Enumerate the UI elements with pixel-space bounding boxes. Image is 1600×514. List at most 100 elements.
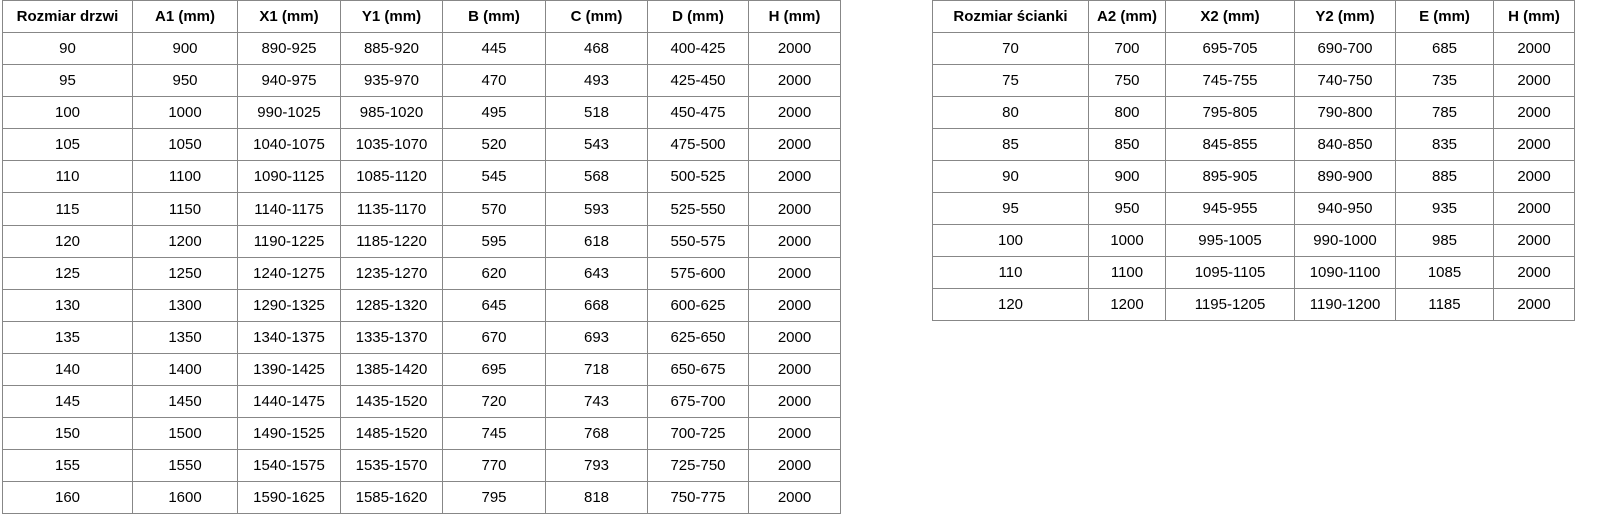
door-cell: 795 bbox=[442, 481, 546, 514]
door-cell: 130 bbox=[2, 288, 133, 322]
door-cell: 1540-1575 bbox=[237, 449, 341, 483]
door-cell: 1290-1325 bbox=[237, 288, 341, 322]
door-cell: 135 bbox=[2, 320, 133, 354]
wall-cell: 840-850 bbox=[1294, 128, 1396, 161]
door-cell: 475-500 bbox=[647, 128, 749, 162]
door-cell: 985-1020 bbox=[340, 96, 443, 130]
wall-cell: 940-950 bbox=[1294, 192, 1396, 225]
wall-cell: 945-955 bbox=[1165, 192, 1295, 225]
wall-cell: 1095-1105 bbox=[1165, 256, 1295, 289]
door-cell: 550-575 bbox=[647, 224, 749, 258]
door-cell: 2000 bbox=[748, 256, 841, 290]
door-cell: 495 bbox=[442, 96, 546, 130]
door-cell: 1600 bbox=[132, 481, 238, 514]
door-cell: 1285-1320 bbox=[340, 288, 443, 322]
door-cell: 693 bbox=[545, 320, 648, 354]
door-cell: 750-775 bbox=[647, 481, 749, 514]
door-cell: 935-970 bbox=[340, 64, 443, 98]
door-cell: 120 bbox=[2, 224, 133, 258]
door-table-head: Rozmiar drzwi A1 (mm) X1 (mm) Y1 (mm) B (mm)… bbox=[2, 0, 841, 33]
door-cell: 745 bbox=[442, 417, 546, 451]
wall-cell: 800 bbox=[1088, 96, 1166, 129]
door-cell: 1385-1420 bbox=[340, 352, 443, 387]
wall-cell: 80 bbox=[932, 96, 1089, 129]
door-cell: 1135-1170 bbox=[340, 192, 443, 226]
door-table-header-row: Rozmiar drzwi A1 (mm) X1 (mm) Y1 (mm) B (mm)… bbox=[2, 0, 841, 33]
wall-cell: 1085 bbox=[1395, 256, 1494, 289]
door-cell: 150 bbox=[2, 417, 133, 451]
wall-column-header-0: Rozmiar ścianki bbox=[932, 0, 1089, 33]
wall-cell: 745-755 bbox=[1165, 64, 1295, 97]
door-cell: 2000 bbox=[748, 64, 841, 98]
door-cell: 470 bbox=[442, 64, 546, 98]
door-cell: 2000 bbox=[748, 160, 841, 194]
door-cell: 1050 bbox=[132, 128, 238, 162]
door-cell: 1485-1520 bbox=[340, 417, 443, 451]
door-cell: 1390-1425 bbox=[237, 352, 341, 387]
wall-cell: 900 bbox=[1088, 160, 1166, 193]
door-cell: 890-925 bbox=[237, 31, 341, 66]
door-cell: 493 bbox=[545, 64, 648, 98]
door-column-header-4: B (mm) bbox=[442, 0, 546, 33]
door-cell: 1040-1075 bbox=[237, 128, 341, 162]
wall-cell: 2000 bbox=[1493, 160, 1575, 193]
door-cell: 1140-1175 bbox=[237, 192, 341, 226]
door-cell: 668 bbox=[545, 288, 648, 322]
wall-cell: 890-900 bbox=[1294, 160, 1396, 193]
door-cell: 670 bbox=[442, 320, 546, 354]
door-cell: 618 bbox=[545, 224, 648, 258]
door-cell: 625-650 bbox=[647, 320, 749, 354]
door-cell: 450-475 bbox=[647, 96, 749, 130]
table-row: 120 1200 1190-1225 1185-1220 595 618 550-575 20… bbox=[2, 224, 841, 258]
wall-cell: 90 bbox=[932, 160, 1089, 193]
wall-cell: 1190-1200 bbox=[1294, 288, 1396, 321]
door-cell: 1500 bbox=[132, 417, 238, 451]
door-cell: 2000 bbox=[748, 352, 841, 387]
door-cell: 1590-1625 bbox=[237, 481, 341, 514]
wall-cell: 885 bbox=[1395, 160, 1494, 193]
table-row: 100 1000 995-1005 990-1000 985 2000 bbox=[932, 224, 1575, 257]
door-cell: 940-975 bbox=[237, 64, 341, 98]
door-cell: 900 bbox=[132, 31, 238, 66]
wall-cell: 2000 bbox=[1493, 256, 1575, 289]
door-cell: 1200 bbox=[132, 224, 238, 258]
table-row: 155 1550 1540-1575 1535-1570 770 793 725-750 20… bbox=[2, 449, 841, 483]
table-row: 115 1150 1140-1175 1135-1170 570 593 525-550 20… bbox=[2, 192, 841, 226]
wall-cell: 695-705 bbox=[1165, 32, 1295, 65]
table-row: 95 950 940-975 935-970 470 493 425-450 2000 bbox=[2, 64, 841, 98]
door-cell: 650-675 bbox=[647, 352, 749, 387]
wall-cell: 845-855 bbox=[1165, 128, 1295, 161]
door-column-header-1: A1 (mm) bbox=[132, 0, 238, 33]
table-row: 105 1050 1040-1075 1035-1070 520 543 475-500 20… bbox=[2, 128, 841, 162]
door-cell: 700-725 bbox=[647, 417, 749, 451]
door-cell: 2000 bbox=[748, 192, 841, 226]
table-row: 110 1100 1095-1105 1090-1100 1085 2000 bbox=[932, 256, 1575, 289]
door-cell: 543 bbox=[545, 128, 648, 162]
door-cell: 675-700 bbox=[647, 385, 749, 419]
door-cell: 125 bbox=[2, 256, 133, 290]
door-column-header-6: D (mm) bbox=[647, 0, 749, 33]
wall-cell: 740-750 bbox=[1294, 64, 1396, 97]
door-cell: 1035-1070 bbox=[340, 128, 443, 162]
door-cell: 110 bbox=[2, 160, 133, 194]
door-cell: 718 bbox=[545, 352, 648, 387]
wall-cell: 795-805 bbox=[1165, 96, 1295, 129]
wall-cell: 690-700 bbox=[1294, 32, 1396, 65]
door-cell: 990-1025 bbox=[237, 96, 341, 130]
table-row: 70 700 695-705 690-700 685 2000 bbox=[932, 32, 1575, 65]
door-cell: 400-425 bbox=[647, 31, 749, 66]
table-row: 85 850 845-855 840-850 835 2000 bbox=[932, 128, 1575, 161]
door-cell: 500-525 bbox=[647, 160, 749, 194]
door-cell: 2000 bbox=[748, 385, 841, 419]
table-row: 95 950 945-955 940-950 935 2000 bbox=[932, 192, 1575, 225]
door-cell: 620 bbox=[442, 256, 546, 290]
wall-cell: 1185 bbox=[1395, 288, 1494, 321]
door-cell: 445 bbox=[442, 31, 546, 66]
door-column-header-3: Y1 (mm) bbox=[340, 0, 443, 33]
door-cell: 2000 bbox=[748, 96, 841, 130]
table-row: 75 750 745-755 740-750 735 2000 bbox=[932, 64, 1575, 97]
wall-cell: 2000 bbox=[1493, 128, 1575, 161]
wall-table-head: Rozmiar ścianki A2 (mm) X2 (mm) Y2 (mm) E (m… bbox=[932, 0, 1575, 33]
door-cell: 115 bbox=[2, 192, 133, 226]
